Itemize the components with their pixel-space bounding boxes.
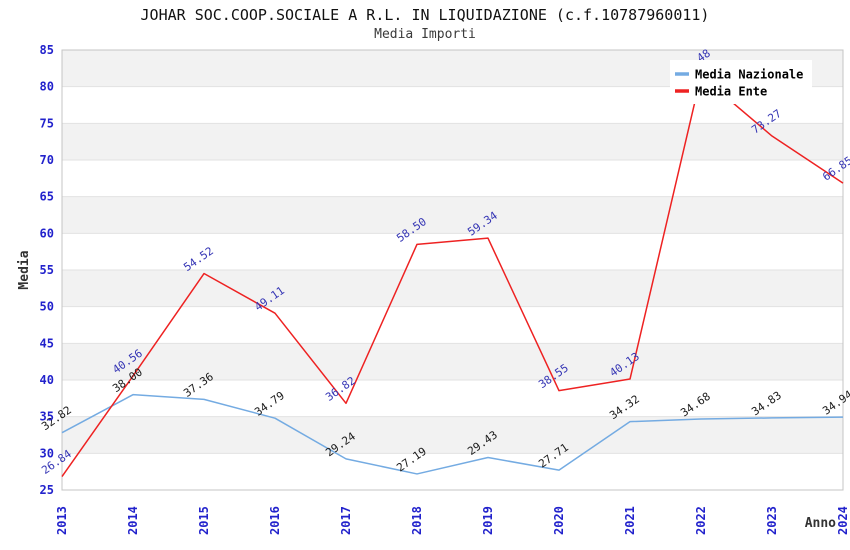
y-tick-label: 80 — [40, 80, 54, 94]
legend-label: Media Nazionale — [695, 68, 803, 82]
y-axis-title: Media — [17, 250, 32, 289]
grid-band — [62, 123, 843, 160]
y-tick-label: 45 — [40, 336, 54, 350]
y-tick-label: 60 — [40, 226, 54, 240]
x-tick-label: 2024 — [836, 506, 850, 535]
x-tick-label: 2014 — [126, 506, 140, 535]
grid-band — [62, 196, 843, 234]
data-label: 34.94 — [820, 388, 850, 418]
y-tick-label: 75 — [40, 116, 54, 130]
y-tick-label: 25 — [40, 483, 54, 497]
y-tick-label: 50 — [40, 300, 54, 314]
grid-band — [62, 270, 843, 307]
x-tick-label: 2016 — [268, 506, 282, 535]
legend-label: Media Ente — [695, 85, 767, 99]
x-tick-label: 2021 — [623, 506, 637, 535]
data-label: 34.68 — [678, 390, 713, 420]
grid-band — [62, 343, 843, 380]
x-tick-label: 2023 — [765, 506, 779, 535]
y-tick-label: 40 — [40, 373, 54, 387]
plot-border — [61, 49, 844, 491]
x-tick-label: 2020 — [552, 506, 566, 535]
y-tick-label: 70 — [40, 153, 54, 167]
x-tick-label: 2015 — [197, 506, 211, 535]
x-tick-label: 2022 — [694, 506, 708, 535]
data-label: 34.79 — [252, 389, 287, 419]
chart-subtitle: Media Importi — [374, 27, 476, 42]
y-tick-label: 35 — [40, 410, 54, 424]
chart-title: JOHAR SOC.COOP.SOCIALE A R.L. IN LIQUIDA… — [140, 6, 710, 24]
series-line-media-nazionale — [61, 393, 844, 475]
y-tick-label: 65 — [40, 190, 54, 204]
y-tick-label: 30 — [40, 446, 54, 460]
x-tick-label: 2019 — [481, 506, 495, 535]
grid-band — [62, 416, 843, 454]
data-label: 34.83 — [749, 389, 784, 419]
x-axis-title: Anno — [805, 516, 836, 531]
x-tick-label: 2018 — [410, 506, 424, 535]
x-tick-label: 2017 — [339, 506, 353, 535]
x-tick-label: 2013 — [55, 506, 69, 535]
y-tick-label: 55 — [40, 263, 54, 277]
legend-box — [670, 60, 812, 104]
y-tick-label: 85 — [40, 43, 54, 57]
